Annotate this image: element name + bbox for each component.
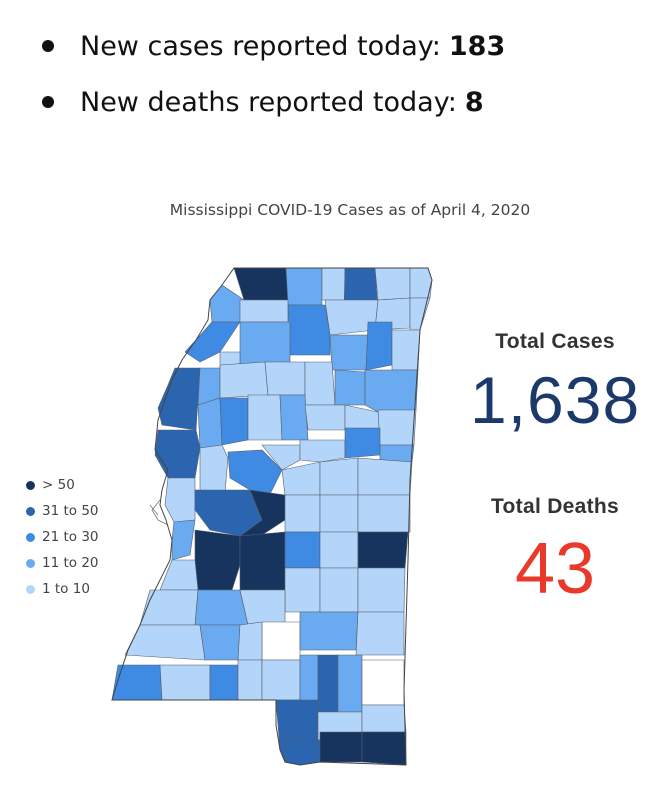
legend-item: > 50 xyxy=(26,472,99,498)
legend-label: 11 to 20 xyxy=(42,555,99,571)
county-shape xyxy=(284,531,321,569)
county-shape xyxy=(264,361,306,396)
county-shape xyxy=(299,611,359,651)
county-shape xyxy=(361,659,405,706)
county-shape xyxy=(374,267,411,301)
county-shape xyxy=(197,397,223,449)
county-shape xyxy=(237,659,263,701)
county-shape xyxy=(304,361,336,406)
county-shape xyxy=(361,704,407,733)
county-shape xyxy=(194,529,241,591)
county-shape xyxy=(319,494,359,533)
county-shape xyxy=(209,284,245,323)
county-shape xyxy=(139,589,199,626)
river-border-line xyxy=(149,499,169,526)
county-shape xyxy=(154,429,201,479)
county-shape xyxy=(219,397,249,446)
county-shape xyxy=(319,457,359,496)
county-shape xyxy=(337,654,363,713)
county-shape xyxy=(357,567,406,613)
county-shape xyxy=(159,664,211,701)
new-deaths-label: New deaths reported today: xyxy=(80,86,457,118)
county-shape xyxy=(111,664,163,701)
legend-item: 1 to 10 xyxy=(26,576,99,602)
county-shape xyxy=(329,334,369,371)
map-title: Mississippi COVID-19 Cases as of April 4… xyxy=(169,201,531,219)
county-shape xyxy=(239,531,286,591)
legend-dot-icon xyxy=(26,506,35,516)
county-shape xyxy=(321,267,346,301)
legend-label: 1 to 10 xyxy=(42,581,90,597)
county-shape xyxy=(284,739,321,766)
new-cases-value: 183 xyxy=(448,30,506,62)
county-shape xyxy=(261,621,301,661)
county-shape xyxy=(239,589,286,626)
legend-dot-icon xyxy=(26,480,35,490)
daily-report-list: New cases reported today: 183 New deaths… xyxy=(36,18,656,130)
legend-dot-icon xyxy=(26,532,35,542)
county-shape xyxy=(261,659,301,701)
county-shape xyxy=(237,621,263,661)
county-shape xyxy=(364,369,419,413)
county-shape xyxy=(319,731,363,763)
county-shape xyxy=(361,731,407,766)
county-shape xyxy=(357,531,409,569)
legend-label: > 50 xyxy=(42,477,75,493)
total-deaths-label: Total Deaths xyxy=(490,495,620,518)
legend-item: 31 to 50 xyxy=(26,498,99,524)
legend-label: 31 to 50 xyxy=(42,503,99,519)
total-cases-label: Total Cases xyxy=(495,330,615,353)
county-shape xyxy=(344,427,381,459)
county-shape xyxy=(219,361,269,399)
new-deaths-value: 8 xyxy=(464,86,484,118)
county-shape xyxy=(379,444,415,463)
county-shape xyxy=(199,444,229,496)
county-shape xyxy=(233,267,289,301)
county-shape xyxy=(247,394,283,441)
legend-label: 21 to 30 xyxy=(42,529,99,545)
county-shape xyxy=(304,404,346,431)
county-shape xyxy=(279,394,309,441)
county-shape xyxy=(357,494,411,533)
county-shape xyxy=(391,329,421,371)
county-shape xyxy=(334,369,366,406)
county-shape xyxy=(239,321,291,366)
county-shape xyxy=(239,299,289,323)
county-shape xyxy=(194,589,249,626)
legend-item: 11 to 20 xyxy=(26,550,99,576)
county-shape xyxy=(199,624,241,661)
bullet-icon xyxy=(42,96,54,108)
county-shape xyxy=(319,567,359,613)
county-shape xyxy=(164,477,196,523)
new-cases-item: New cases reported today: 183 xyxy=(36,18,656,74)
legend-dot-icon xyxy=(26,584,35,594)
county-shape xyxy=(157,367,201,431)
county-shape xyxy=(209,664,239,701)
county-shape xyxy=(357,457,413,496)
county-shape xyxy=(284,494,321,533)
county-shape xyxy=(377,409,417,446)
new-deaths-item: New deaths reported today: 8 xyxy=(36,74,656,130)
county-shape xyxy=(284,567,321,613)
county-shape xyxy=(355,611,405,656)
county-shape xyxy=(317,654,339,713)
new-cases-label: New cases reported today: xyxy=(80,30,441,62)
county-shape xyxy=(287,304,331,356)
legend-dot-icon xyxy=(26,558,35,568)
county-shape xyxy=(365,321,393,371)
total-cases-value: 1,638 xyxy=(470,363,641,437)
bullet-icon xyxy=(42,40,54,52)
county-shape xyxy=(319,531,359,569)
legend-item: 21 to 30 xyxy=(26,524,99,550)
total-deaths-value: 43 xyxy=(514,529,596,609)
map-legend: > 50 31 to 50 21 to 30 11 to 20 1 to 10 xyxy=(26,472,99,602)
county-shape xyxy=(285,267,323,306)
county-shape xyxy=(159,559,199,591)
county-shape xyxy=(299,439,346,463)
county-shape xyxy=(171,519,196,561)
county-shape xyxy=(299,654,319,706)
